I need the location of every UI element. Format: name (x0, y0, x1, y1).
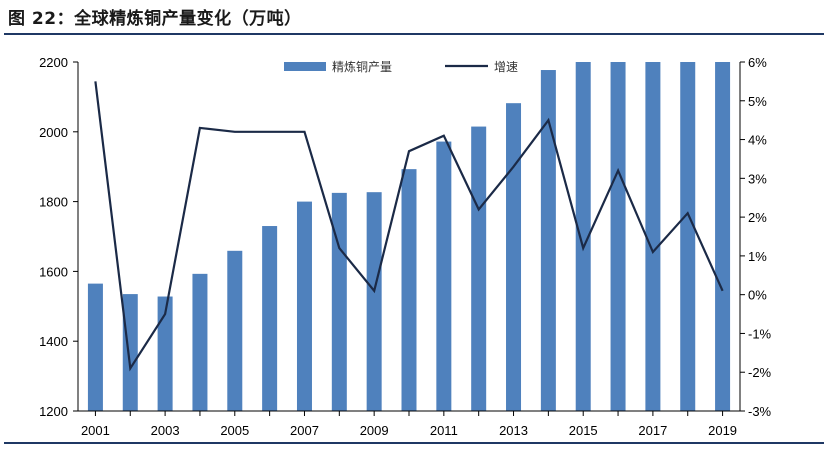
x-tick-label: 2019 (708, 423, 737, 438)
title-rule (4, 33, 824, 35)
legend: 精炼铜产量 增速 (284, 59, 518, 74)
right-tick-label: 2% (748, 210, 767, 225)
bar-series (87, 62, 731, 411)
right-axis-ticks: -3% -2% -1% 0% 1% 2% 3% 4% 5% 6% (740, 55, 772, 419)
right-tick-label: -2% (748, 365, 772, 380)
x-tick-label: 2011 (430, 423, 458, 438)
growth-line (94, 81, 724, 372)
x-tick-label: 2013 (499, 423, 528, 438)
legend-bar-swatch (284, 62, 326, 71)
bar-2019 (715, 62, 731, 411)
left-axis-ticks: 1200 1400 1600 1800 2000 2200 (39, 55, 78, 419)
figure-title: 图 22：全球精炼铜产量变化（万吨） (8, 9, 302, 29)
right-tick-label: 0% (748, 288, 767, 303)
right-tick-label: 5% (748, 94, 767, 109)
x-tick-label: 2001 (81, 423, 110, 438)
left-tick-label: 1400 (39, 334, 68, 349)
bar-2012 (471, 126, 487, 411)
bar-2004 (192, 273, 208, 411)
bar-2015 (575, 62, 591, 411)
bar-2010 (401, 169, 417, 411)
x-tick-label: 2017 (638, 423, 667, 438)
left-tick-label: 1800 (39, 195, 68, 210)
right-tick-label: 1% (748, 249, 767, 264)
left-tick-label: 1200 (39, 404, 68, 419)
right-tick-label: -1% (748, 326, 772, 341)
bar-2003 (157, 296, 173, 411)
bar-2009 (366, 192, 382, 411)
x-tick-label: 2005 (220, 423, 249, 438)
left-tick-label: 2200 (39, 55, 68, 70)
left-tick-label: 1600 (39, 264, 68, 279)
bar-2008 (331, 192, 347, 411)
legend-line-label: 增速 (494, 60, 518, 74)
line-series (94, 81, 724, 372)
right-tick-label: 6% (748, 55, 767, 70)
legend-bar-label: 精炼铜产量 (332, 59, 392, 74)
bar-2017 (645, 62, 661, 411)
x-axis-ticks: 2001 2003 2005 2007 2009 2011 2013 2015 2017 2019 (81, 411, 737, 438)
x-tick-label: 2007 (290, 423, 319, 438)
x-tick-label: 2003 (151, 423, 180, 438)
x-tick-label: 2009 (360, 423, 389, 438)
bar-2007 (296, 201, 312, 411)
bar-2014 (540, 70, 556, 411)
bar-2016 (610, 62, 626, 411)
bar-2006 (262, 226, 278, 411)
x-tick-label: 2015 (569, 423, 598, 438)
right-tick-label: 4% (748, 133, 767, 148)
bar-2011 (436, 141, 452, 411)
bar-2002 (122, 294, 138, 411)
bar-2018 (680, 62, 696, 411)
bar-2005 (227, 250, 243, 411)
right-tick-label: -3% (748, 404, 772, 419)
bar-2013 (506, 103, 522, 411)
bar-2001 (87, 283, 103, 411)
right-tick-label: 3% (748, 171, 767, 186)
bottom-rule (4, 442, 824, 444)
left-tick-label: 2000 (39, 125, 68, 140)
